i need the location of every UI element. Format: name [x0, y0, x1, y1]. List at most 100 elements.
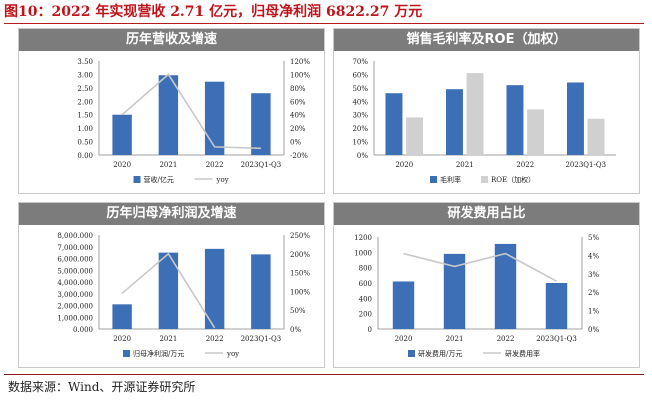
chart-svg: 0.00 0.50 1.00 1.50 2.00 2.50 3.00 3.50 -20% 0% 20… — [77, 58, 310, 184]
chart-title: 历年营收及增速 — [19, 29, 324, 51]
legend-label: 营收/亿元 — [144, 175, 174, 184]
x-tick-label: 2021 — [159, 335, 177, 343]
y2-tick-label: 200% — [290, 251, 310, 259]
legend-label: 归母净利润/万元 — [133, 349, 184, 358]
title-rule — [4, 23, 644, 24]
y2-tick-label: 120% — [290, 58, 310, 66]
legend-swatch — [408, 350, 415, 357]
y-tick-label: 30% — [352, 112, 368, 120]
legend-swatch — [133, 176, 141, 183]
x-tick-label: 2022 — [497, 335, 515, 343]
figure-source: 数据来源：Wind、开源证券研究所 — [8, 380, 196, 394]
x-tick-label: 2022 — [516, 161, 534, 169]
y-tick-label: 200 — [359, 311, 372, 319]
x-tick-label: 2022 — [206, 335, 224, 343]
y-tick-label: 20% — [352, 125, 368, 133]
y2-tick-label: 1% — [588, 308, 599, 316]
x-tick-label: 2021 — [446, 335, 464, 343]
bar — [385, 93, 403, 155]
source-rule — [4, 374, 644, 375]
y2-tick-label: 100% — [290, 288, 310, 296]
y-tick-label: 2,000.000 — [57, 303, 93, 311]
legend-swatch — [481, 176, 488, 183]
bar — [506, 85, 524, 155]
bar — [204, 81, 225, 155]
bar — [158, 75, 179, 155]
x-tick-label: 2023Q1-Q3 — [565, 161, 606, 169]
chart-title: 销售毛利率及ROE（加权） — [334, 29, 639, 51]
chart-svg: 0.000 1,000.000 2,000.000 3,000.000 4,000.00… — [57, 232, 310, 358]
legend-label: 研发费用率 — [505, 349, 540, 358]
y2-tick-label: 0% — [588, 326, 599, 334]
y2-tick-label: 0% — [290, 326, 301, 334]
chart-svg: 0% 10% 20% 30% 40% 50% 60% 70% 2020 2021 2022 2023Q… — [352, 58, 616, 184]
x-tick-label: 2020 — [113, 335, 131, 343]
y-tick-label: 8,000.000 — [57, 232, 93, 240]
y2-tick-label: 0% — [290, 139, 301, 147]
y-tick-label: 3.00 — [77, 71, 93, 79]
y-tick-label: 50% — [352, 85, 368, 93]
y-tick-label: 800 — [359, 265, 372, 273]
bar — [494, 243, 517, 329]
chart-panel-revenue: 历年营收及增速 0.00 0.50 1.00 1.50 2.00 2.50 3.00 3.50… — [18, 28, 325, 194]
y2-tick-label: 2% — [588, 289, 599, 297]
legend-label: 毛利率 — [440, 175, 461, 184]
y2-tick-label: 4% — [588, 252, 599, 260]
chart-title: 研发费用占比 — [334, 203, 639, 225]
y2-tick-label: 100% — [290, 71, 310, 79]
bar — [443, 253, 466, 329]
x-tick-label: 2023Q1-Q3 — [241, 335, 282, 343]
figure-title: 图10：2022 年实现营收 2.71 亿元，归母净利润 6822.27 万元 — [4, 4, 423, 20]
bar — [406, 117, 424, 155]
x-tick-label: 2021 — [456, 161, 474, 169]
bar — [112, 114, 132, 155]
y2-tick-label: 20% — [290, 125, 306, 133]
y2-tick-label: 150% — [290, 270, 310, 278]
series-line — [121, 73, 261, 150]
y2-tick-label: 3% — [588, 271, 599, 279]
bar — [466, 73, 484, 155]
series-line — [403, 252, 557, 282]
bar — [445, 89, 463, 155]
y2-tick-label: -20% — [290, 152, 308, 160]
y-tick-label: 1200 — [354, 234, 372, 242]
y-tick-label: 0% — [357, 152, 368, 160]
chart-title: 历年归母净利润及增速 — [19, 203, 324, 225]
y-tick-label: 7,000.000 — [57, 244, 93, 252]
y2-tick-label: 40% — [290, 112, 306, 120]
y-tick-label: 1,000.000 — [57, 314, 93, 322]
y-tick-label: 2.00 — [77, 98, 93, 106]
legend-label: yoy — [226, 350, 239, 358]
y-tick-label: 60% — [352, 71, 368, 79]
y-tick-label: 1.00 — [77, 125, 93, 133]
y-tick-label: 0 — [368, 326, 372, 334]
y2-tick-label: 60% — [290, 98, 306, 106]
chart-panel-margin-roe: 销售毛利率及ROE（加权） 0% 10% 20% 30% 40% 50% 60% 70% 202… — [333, 28, 640, 194]
y-tick-label: 3.50 — [77, 58, 93, 66]
chart-panel-net-profit: 历年归母净利润及增速 0.000 1,000.000 2,000.000 3,000.… — [18, 202, 325, 368]
x-tick-label: 2022 — [206, 161, 224, 169]
y-tick-label: 600 — [359, 280, 372, 288]
bar — [251, 254, 271, 329]
y-tick-label: 10% — [352, 139, 368, 147]
legend-label: ROE（加权） — [491, 175, 535, 184]
y2-tick-label: 80% — [290, 85, 306, 93]
legend-label: 研发费用/万元 — [418, 349, 462, 358]
bar — [392, 281, 415, 329]
y2-tick-label: 250% — [290, 232, 310, 240]
series-line — [121, 252, 216, 329]
y-tick-label: 2.50 — [77, 85, 93, 93]
y-tick-label: 0.00 — [77, 152, 93, 160]
x-tick-label: 2020 — [395, 161, 413, 169]
bar — [545, 283, 568, 329]
x-tick-label: 2020 — [395, 335, 413, 343]
y-tick-label: 1.50 — [77, 112, 93, 120]
legend-swatch — [123, 350, 130, 357]
y-tick-label: 0.000 — [73, 326, 93, 334]
bar — [204, 248, 225, 329]
y-tick-label: 400 — [359, 295, 372, 303]
bar — [566, 82, 584, 155]
y-tick-label: 1000 — [354, 249, 372, 257]
legend-label: yoy — [216, 176, 229, 184]
y2-tick-label: 50% — [290, 307, 306, 315]
